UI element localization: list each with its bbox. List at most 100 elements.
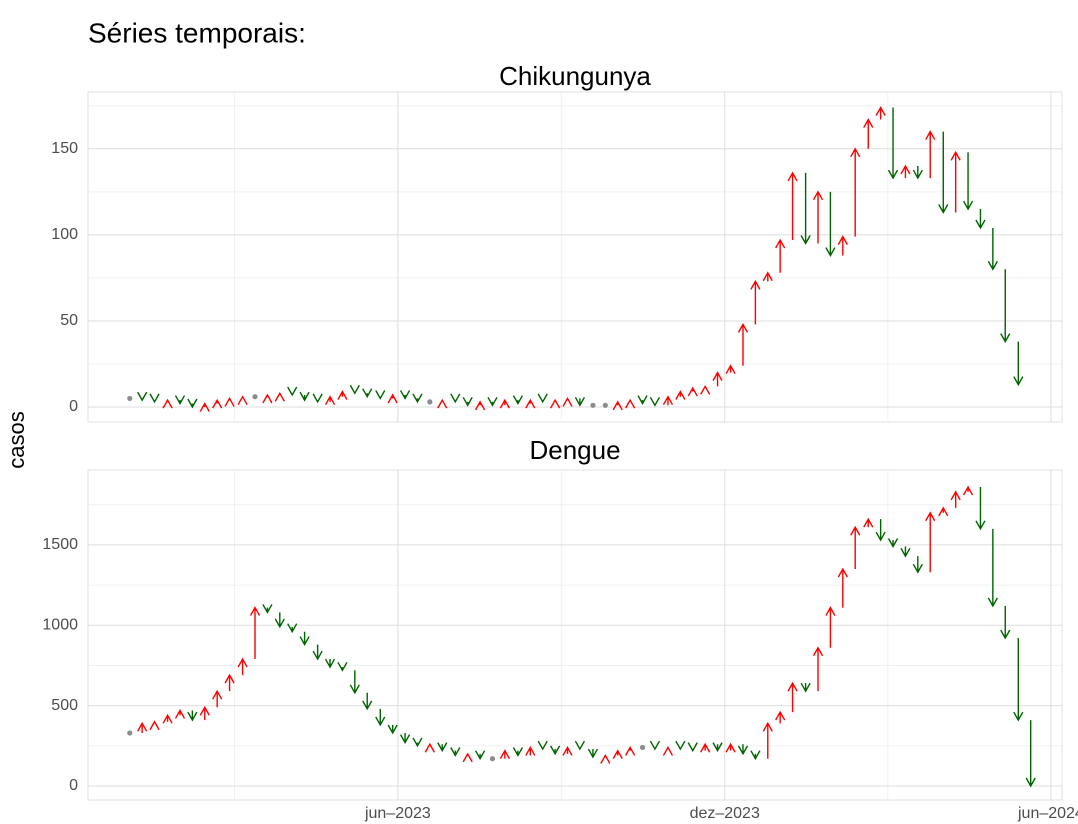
flat-point bbox=[602, 402, 608, 408]
arrow-down bbox=[687, 742, 698, 753]
arrow-up bbox=[424, 742, 435, 753]
arrow-down bbox=[537, 740, 548, 751]
arrow-up bbox=[775, 238, 786, 273]
arrow-up bbox=[462, 752, 473, 763]
arrow-down bbox=[1025, 720, 1036, 788]
arrow-up bbox=[174, 709, 186, 719]
arrow-down bbox=[362, 388, 373, 399]
arrow-up bbox=[850, 525, 861, 570]
arrow-up bbox=[950, 490, 961, 508]
arrow-up bbox=[262, 393, 273, 404]
arrow-down bbox=[375, 708, 386, 727]
arrow-down bbox=[750, 750, 761, 761]
arrow-down bbox=[637, 395, 648, 406]
arrow-up bbox=[925, 130, 936, 179]
arrow-down bbox=[450, 393, 461, 404]
arrow-down bbox=[312, 644, 323, 661]
arrow-up bbox=[938, 506, 949, 517]
arrow-up bbox=[662, 395, 674, 406]
arrow-down bbox=[324, 658, 336, 669]
arrow-up bbox=[149, 720, 160, 731]
arrow-up bbox=[549, 398, 561, 409]
arrow-down bbox=[1013, 341, 1024, 387]
y-tick-label: 0 bbox=[69, 777, 78, 794]
arrow-up bbox=[925, 511, 936, 573]
arrow-up bbox=[725, 742, 736, 753]
arrow-down bbox=[299, 631, 310, 646]
arrow-up bbox=[750, 279, 761, 325]
arrow-down bbox=[337, 661, 348, 672]
x-tick-label: dez–2023 bbox=[690, 805, 760, 822]
arrow-up bbox=[725, 364, 736, 375]
arrow-down bbox=[875, 519, 886, 542]
arrow-down bbox=[174, 395, 186, 406]
arrow-down bbox=[987, 227, 998, 271]
arrow-down bbox=[649, 396, 661, 407]
arrow-down bbox=[887, 107, 899, 180]
arrow-up bbox=[775, 710, 786, 724]
arrow-up bbox=[499, 749, 510, 759]
arrow-down bbox=[800, 682, 811, 693]
arrow-up bbox=[762, 271, 773, 282]
y-tick-label: 1500 bbox=[42, 536, 78, 553]
arrow-down bbox=[825, 191, 836, 257]
panel-title: Chikungunya bbox=[499, 61, 651, 91]
arrow-down bbox=[1000, 269, 1011, 344]
arrow-down bbox=[375, 390, 386, 400]
arrow-up bbox=[612, 749, 623, 759]
arrow-down bbox=[737, 744, 749, 756]
x-tick-label: jun–2023 bbox=[364, 805, 431, 822]
arrow-down bbox=[574, 740, 586, 751]
arrow-down bbox=[587, 748, 599, 759]
arrow-down bbox=[349, 384, 360, 395]
arrow-down bbox=[574, 396, 586, 407]
arrow-down bbox=[1000, 605, 1011, 640]
y-tick-label: 50 bbox=[60, 312, 78, 329]
arrow-up bbox=[274, 391, 285, 402]
arrow-up bbox=[950, 150, 961, 213]
panel-title: Dengue bbox=[529, 435, 620, 465]
arrow-up bbox=[474, 400, 486, 411]
arrow-up bbox=[850, 147, 861, 237]
arrow-down bbox=[912, 166, 923, 180]
arrow-up bbox=[237, 657, 248, 676]
y-axis-label: casos bbox=[4, 411, 29, 468]
arrow-up bbox=[224, 396, 235, 407]
arrow-up bbox=[237, 395, 248, 406]
arrow-up bbox=[337, 390, 348, 400]
arrow-up bbox=[562, 396, 573, 407]
arrow-up bbox=[812, 646, 824, 692]
arrow-down bbox=[349, 670, 360, 695]
arrow-up bbox=[199, 705, 210, 721]
arrow-up bbox=[212, 689, 223, 708]
arrow-up bbox=[787, 171, 798, 241]
arrow-up bbox=[224, 673, 235, 692]
arrow-up bbox=[837, 567, 848, 608]
flat-point bbox=[127, 730, 133, 736]
arrow-down bbox=[362, 692, 373, 711]
arrow-up bbox=[875, 106, 886, 120]
arrow-down bbox=[387, 724, 398, 735]
arrow-up bbox=[662, 746, 674, 756]
arrow-down bbox=[412, 393, 423, 404]
arrow-up bbox=[900, 164, 911, 179]
arrow-down bbox=[987, 528, 998, 608]
arrow-down bbox=[149, 393, 160, 404]
heading: Séries temporais: bbox=[88, 17, 306, 48]
arrow-down bbox=[474, 750, 486, 761]
arrow-up bbox=[324, 395, 336, 406]
arrow-up bbox=[249, 606, 261, 660]
arrow-down bbox=[712, 742, 723, 753]
arrow-down bbox=[512, 747, 524, 757]
arrow-up bbox=[525, 746, 536, 756]
series bbox=[127, 485, 1036, 788]
y-tick-label: 100 bbox=[51, 226, 78, 243]
arrow-down bbox=[975, 209, 986, 230]
arrow-down bbox=[287, 386, 298, 397]
arrow-down bbox=[274, 612, 285, 629]
arrow-up bbox=[612, 400, 623, 411]
arrow-down bbox=[187, 398, 198, 409]
flat-point bbox=[639, 744, 646, 751]
arrow-up bbox=[499, 398, 510, 409]
